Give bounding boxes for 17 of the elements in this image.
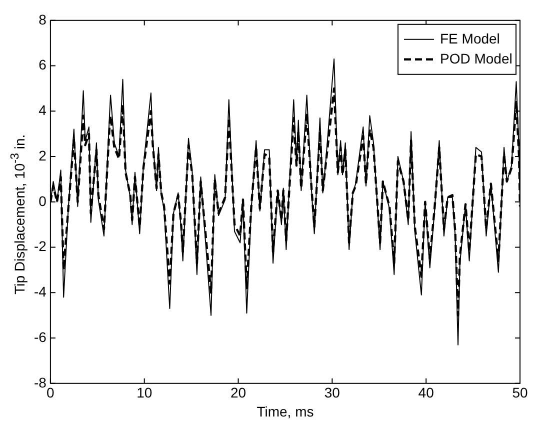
x-tick-label: 20 [230, 384, 246, 401]
y-tick-label: 4 [38, 102, 47, 118]
y-tick-label: -6 [34, 328, 47, 345]
y-tick-label: 2 [38, 147, 47, 164]
y-tick-label: 8 [38, 11, 47, 28]
x-tick-label: 40 [418, 384, 434, 401]
x-axis-title: Time, ms [256, 403, 314, 420]
y-tick-label: 6 [38, 56, 47, 73]
legend-label: POD Model [440, 50, 512, 66]
y-tick-label: -4 [34, 284, 47, 300]
x-tick-label: 30 [324, 384, 340, 401]
y-tick-label: 0 [38, 192, 47, 209]
y-tick-label: -2 [34, 238, 47, 254]
x-tick-label: 50 [512, 384, 528, 401]
x-tick-label: 10 [136, 384, 152, 401]
y-tick-label: -8 [34, 374, 47, 390]
legend-label: FE Model [440, 30, 500, 46]
